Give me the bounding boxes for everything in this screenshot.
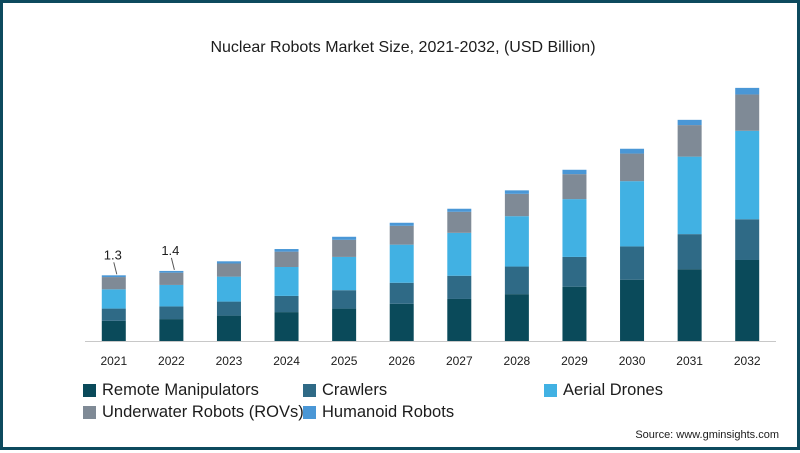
bar-2024-aerial-drones [274,266,299,296]
bar-2021-humanoid-robots [101,275,126,278]
legend-item-aerial-drones: Aerial Drones [544,381,663,400]
legend-label-humanoid-robots: Humanoid Robots [322,403,455,421]
x-tick-label-2031: 2031 [676,354,703,368]
x-tick-label-2026: 2026 [388,354,415,368]
x-tick-label-2023: 2023 [216,354,243,368]
bar-2031-aerial-drones [677,156,702,235]
bar-2026-humanoid-robots [389,222,414,226]
legend-swatch-crawlers [303,384,316,397]
bar-2026-underwater-robots-rovs [389,225,414,245]
legend-item-crawlers: Crawlers [303,381,387,400]
x-tick-label-2021: 2021 [100,354,127,368]
bar-2030-crawlers [620,246,645,280]
bar-2029-humanoid-robots [562,169,587,175]
bar-2025-crawlers [332,290,357,309]
bar-2022-crawlers [159,306,184,320]
legend-label-underwater-robots-rovs: Underwater Robots (ROVs) [102,403,304,421]
legend-swatch-remote-manipulators [83,384,96,397]
bar-2024-humanoid-robots [274,249,299,252]
legend-item-remote-manipulators: Remote Manipulators [83,381,259,400]
bar-2027-aerial-drones [447,232,472,276]
bar-2032-remote-manipulators [735,259,760,341]
data-label-2022: 1.4 [161,243,179,258]
bar-2027-remote-manipulators [447,298,472,341]
data-label-leader-2021 [113,262,118,275]
bar-2021-remote-manipulators [101,320,126,341]
bar-2026-aerial-drones [389,244,414,283]
legend-label-crawlers: Crawlers [322,381,388,399]
bar-2031-humanoid-robots [677,119,702,126]
bar-2029-crawlers [562,256,587,287]
bar-2028-aerial-drones [504,216,529,267]
bar-2029-underwater-robots-rovs [562,174,587,200]
bar-2027-crawlers [447,275,472,299]
bar-2024-crawlers [274,295,299,313]
bar-2030-humanoid-robots [620,148,645,154]
data-label-leader-2022 [170,257,175,271]
source-note: Source: www.gminsights.com [635,429,779,441]
bar-2032-humanoid-robots [735,87,760,95]
bar-2022-aerial-drones [159,284,184,307]
bar-2023-crawlers [216,301,241,316]
bar-2023-remote-manipulators [216,315,241,341]
legend-item-humanoid-robots: Humanoid Robots [303,403,454,422]
bar-2031-underwater-robots-rovs [677,125,702,157]
bar-2031-remote-manipulators [677,269,702,341]
bar-2023-humanoid-robots [216,261,241,264]
bar-2028-crawlers [504,266,529,295]
legend-item-underwater-robots-rovs: Underwater Robots (ROVs) [83,403,304,422]
bar-2026-remote-manipulators [389,303,414,341]
bar-2023-underwater-robots-rovs [216,263,241,277]
x-tick-label-2029: 2029 [561,354,588,368]
bar-2025-humanoid-robots [332,236,357,240]
chart-plot: 2021 2022 2023 2024 2025 2026 2027 2028 2029 2030… [85,87,776,368]
bar-2022-underwater-robots-rovs [159,272,184,285]
bar-2028-underwater-robots-rovs [504,193,529,217]
x-tick-label-2027: 2027 [446,354,473,368]
chart-title: Nuclear Robots Market Size, 2021-2032, (… [210,39,596,56]
bar-2032-crawlers [735,219,760,260]
bar-2021-underwater-robots-rovs [101,277,126,290]
legend-label-remote-manipulators: Remote Manipulators [102,381,259,399]
data-label-2021: 1.3 [104,247,122,262]
legend-label-aerial-drones: Aerial Drones [563,381,663,399]
bar-2027-humanoid-robots [447,208,472,212]
bar-2029-aerial-drones [562,199,587,257]
bar-2021-aerial-drones [101,289,126,309]
x-tick-label-2022: 2022 [158,354,185,368]
bar-2027-underwater-robots-rovs [447,211,472,233]
bar-2031-crawlers [677,234,702,270]
bar-2023-aerial-drones [216,276,241,302]
bar-2030-remote-manipulators [620,279,645,341]
bar-2026-crawlers [389,282,414,304]
bar-2025-aerial-drones [332,256,357,291]
bar-2030-underwater-robots-rovs [620,153,645,182]
x-tick-label-2032: 2032 [734,354,761,368]
bar-2032-underwater-robots-rovs [735,94,760,131]
x-tick-label-2024: 2024 [273,354,300,368]
bar-2029-remote-manipulators [562,286,587,341]
bar-2030-aerial-drones [620,181,645,247]
legend-swatch-underwater-robots-rovs [83,406,96,419]
x-tick-label-2025: 2025 [331,354,358,368]
legend-swatch-aerial-drones [544,384,557,397]
bar-2028-remote-manipulators [504,294,529,341]
legend-swatch-humanoid-robots [303,406,316,419]
x-tick-label-2030: 2030 [619,354,646,368]
bar-2022-remote-manipulators [159,319,184,341]
bar-2024-underwater-robots-rovs [274,251,299,267]
bar-2022-humanoid-robots [159,270,184,273]
x-tick-label-2028: 2028 [504,354,531,368]
bar-2021-crawlers [101,308,126,321]
bar-2024-remote-manipulators [274,312,299,341]
bar-2025-underwater-robots-rovs [332,239,357,257]
bar-2032-aerial-drones [735,130,760,220]
bar-2028-humanoid-robots [504,190,529,194]
bar-2025-remote-manipulators [332,308,357,341]
